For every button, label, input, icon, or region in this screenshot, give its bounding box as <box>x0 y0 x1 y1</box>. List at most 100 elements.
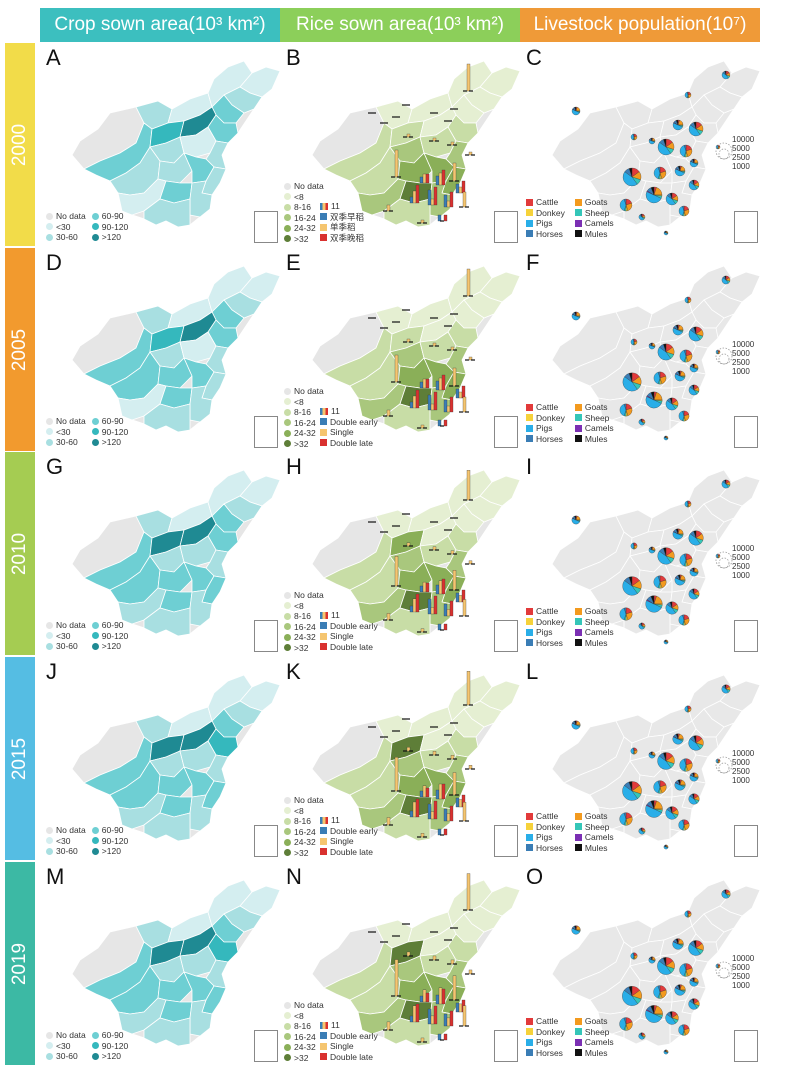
legend-swatch <box>526 833 533 841</box>
legend-swatch <box>284 849 291 857</box>
province-region <box>383 198 431 228</box>
legend-label: >120 <box>101 846 121 856</box>
panel-label: K <box>286 659 301 684</box>
livestock-pie-slice <box>692 567 695 573</box>
livestock-pie-slice <box>632 952 635 957</box>
livestock-legend: Cattle Goats Donkey Sheep Pigs Camels Horses Mu… <box>526 811 614 853</box>
rice-bar <box>409 810 414 818</box>
rice-bar <box>446 1017 451 1027</box>
livestock-pie-slice <box>724 684 727 690</box>
livestock-pie-slice <box>650 137 653 142</box>
livestock-pie-slice <box>665 1049 667 1053</box>
legend-label: Single <box>330 427 354 437</box>
rice-bar <box>461 180 466 194</box>
legend-swatch <box>46 438 53 446</box>
legend-swatch <box>284 1022 291 1030</box>
rice-map: E No data <8 8-16 16-24 24-32 >32 11 Double earl… <box>280 248 520 451</box>
legend-swatch <box>574 812 582 820</box>
rice-bar <box>435 584 440 595</box>
legend-label: 24-32 <box>294 1042 316 1052</box>
livestock-pie-slice <box>657 142 671 156</box>
legend-label: No data <box>56 211 86 221</box>
rice-bar <box>455 1002 460 1013</box>
panel-label: M <box>46 864 65 889</box>
rice-bar <box>446 813 451 822</box>
legend-label: Sheep <box>584 1026 610 1037</box>
legend-swatch <box>91 847 99 855</box>
crop-legend: No data 60-90 <30 90-120 30-60 >120 <box>46 620 128 652</box>
livestock-pie-slice <box>672 736 683 745</box>
legend-label: 8-16 <box>294 816 312 826</box>
livestock-pie-slice <box>632 133 635 138</box>
legend-swatch <box>526 639 533 647</box>
panel-label: E <box>286 250 301 275</box>
livestock-pie-slice <box>628 372 633 383</box>
size-legend-label: 5000 <box>732 758 750 767</box>
legend-swatch <box>284 817 291 825</box>
rice-bar <box>438 987 443 1005</box>
legend-swatch <box>526 198 533 206</box>
livestock-pie-slice <box>683 144 687 152</box>
rice-bar <box>427 803 432 820</box>
legend-label: Pigs <box>536 218 553 228</box>
legend-label: Double late <box>330 846 374 857</box>
legend-label: 90-120 <box>101 1040 129 1051</box>
legend-swatch <box>574 639 582 647</box>
rice-bar <box>415 798 420 818</box>
livestock-pie-slice <box>623 607 627 615</box>
livestock-pie-slice <box>640 622 643 627</box>
livestock-pie-slice <box>665 639 667 643</box>
rice-bar <box>462 802 467 822</box>
rice-bar <box>430 1015 435 1025</box>
bar-scale-label: 11 <box>331 610 340 620</box>
rice-bar <box>441 169 446 186</box>
legend-label: Pigs <box>536 423 553 433</box>
legend-label: Double late <box>330 641 374 652</box>
rice-bar <box>422 785 427 798</box>
livestock-pie-slice <box>574 515 577 521</box>
rice-bar <box>452 975 457 1001</box>
rice-bar <box>446 609 451 617</box>
legend-swatch <box>91 1052 99 1060</box>
livestock-pie-slice <box>686 705 689 710</box>
rice-bar <box>443 603 448 617</box>
legend-label: <30 <box>56 630 71 641</box>
legend-label: 单季稻 <box>330 222 356 232</box>
rice-bar <box>419 995 424 1003</box>
legend-label: 24-32 <box>294 632 316 642</box>
livestock-pie-slice <box>675 528 679 535</box>
livestock-pie-slice <box>665 604 676 615</box>
south-china-sea-inset <box>254 825 278 857</box>
livestock-pie-slice <box>650 956 653 961</box>
legend-label: Horses <box>536 1047 563 1058</box>
livestock-pie-slice <box>724 479 727 485</box>
legend-swatch <box>526 219 533 227</box>
livestock-pie-slice <box>688 124 701 137</box>
legend-label: 60-90 <box>101 1030 124 1040</box>
livestock-pie-slice <box>663 752 667 762</box>
legend-swatch <box>284 633 291 641</box>
legend-swatch <box>46 847 53 855</box>
legend-swatch <box>574 1028 582 1036</box>
rice-bar <box>427 189 432 206</box>
rice-bar <box>443 1033 448 1041</box>
pie-size-legend: 10000 5000 2500 1000 <box>732 954 754 990</box>
legend-swatch <box>526 414 533 422</box>
livestock-pie-slice <box>665 195 676 206</box>
rice-type-legend: 11 双季早稻 单季稻 双季晚稻 <box>320 201 364 243</box>
legend-swatch <box>574 414 582 422</box>
column-header-crop: Crop sown area(10³ km²) <box>40 8 280 42</box>
rice-bar <box>432 342 437 347</box>
livestock-pie-slice <box>686 910 689 915</box>
size-legend-label: 1000 <box>732 776 750 785</box>
bar-scale-icon <box>320 611 328 619</box>
size-legend-label: 10000 <box>732 954 755 963</box>
south-china-sea-inset <box>734 1030 758 1062</box>
legend-swatch <box>574 219 582 227</box>
legend-label: Cattle <box>536 606 559 616</box>
rice-bar <box>430 198 435 206</box>
legend-swatch <box>526 823 533 831</box>
legend-swatch <box>320 234 327 242</box>
rice-legend: No data <8 8-16 16-24 24-32 >32 <box>284 795 324 858</box>
bar-scale-icon <box>320 1021 328 1029</box>
